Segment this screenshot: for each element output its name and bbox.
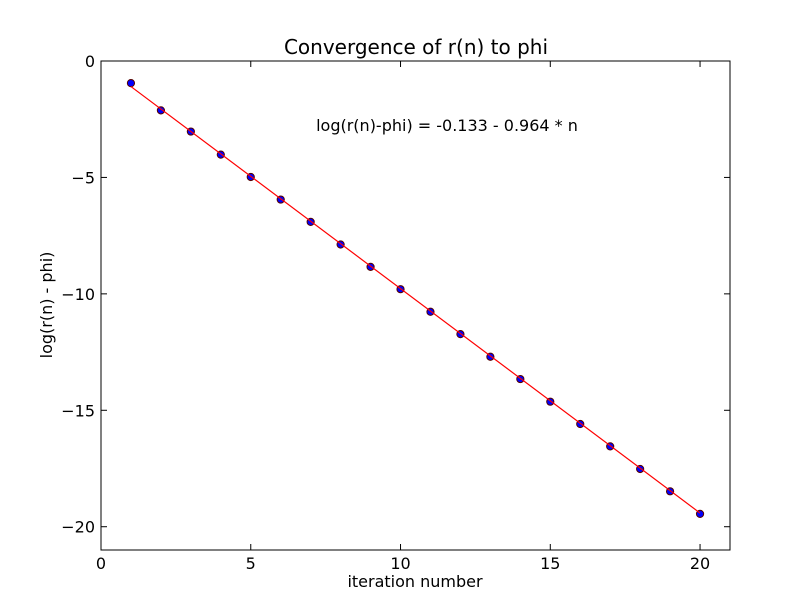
x-tick-label: 5 — [246, 554, 256, 573]
tick-labels: 0 5 10 15 20 0 −5 −10 −15 −20 — [61, 52, 710, 573]
y-axis-label: log(r(n) - phi) — [37, 252, 56, 359]
x-tick-label: 20 — [690, 554, 710, 573]
y-tick-label: 0 — [85, 52, 95, 71]
fit-annotation: log(r(n)-phi) = -0.133 - 0.964 * n — [316, 116, 578, 135]
data-point — [126, 79, 136, 88]
y-tick-label: −5 — [71, 168, 95, 187]
x-tick-label: 10 — [390, 554, 410, 573]
y-tick-label: −20 — [61, 518, 95, 537]
chart-title: Convergence of r(n) to phi — [284, 35, 548, 59]
x-tick-label: 0 — [96, 554, 106, 573]
plot-frame — [100, 60, 731, 551]
x-tick-label: 15 — [540, 554, 560, 573]
data-point — [156, 106, 166, 115]
y-tick-label: −15 — [61, 401, 95, 420]
fit-line — [130, 86, 701, 514]
plot-area — [126, 79, 705, 519]
y-tick-label: −10 — [61, 285, 95, 304]
x-axis-label: iteration number — [347, 572, 483, 591]
